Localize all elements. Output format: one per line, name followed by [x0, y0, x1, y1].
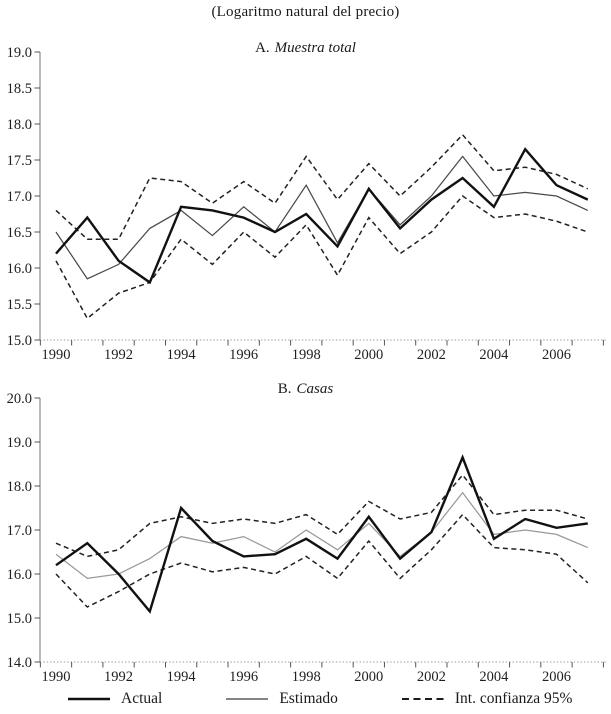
x-tick-label: 1994 [167, 347, 197, 363]
x-tick-label: 2004 [479, 669, 509, 685]
y-tick-label: 15.5 [7, 297, 32, 313]
x-tick-label: 1998 [292, 347, 321, 363]
y-tick-label: 18.0 [7, 479, 32, 495]
x-tick-label: 2000 [354, 669, 383, 685]
y-tick-label: 18.5 [7, 81, 32, 97]
panel-a-plot: 19.0 18.5 18.0 17.5 17.0 16.5 16.0 15.5 15.0 1990… [7, 45, 606, 363]
y-tick-label: 17.0 [7, 523, 32, 539]
x-tick-label: 1996 [229, 669, 258, 685]
x-tick-label: 2006 [542, 347, 571, 363]
panel-b-title-text: Casas [296, 381, 334, 397]
figure-title: (Logaritmo natural del precio) [211, 4, 400, 20]
y-tick-label: 16.0 [7, 567, 32, 583]
legend: Actual Estimado Int. confianza 95% [0, 690, 611, 708]
legend-item-actual: Actual [66, 690, 162, 708]
y-tick-label: 16.5 [7, 225, 32, 241]
legend-item-estimado: Estimado [224, 690, 338, 708]
x-tick-label: 2002 [417, 669, 446, 685]
y-tick-label: 19.0 [7, 45, 32, 61]
x-tick-label: 1998 [292, 669, 321, 685]
series-int-confianza-95-inferior [55, 513, 589, 608]
x-tick-label: 1992 [104, 347, 133, 363]
y-tick-label: 18.0 [7, 117, 32, 133]
y-tick-label: 16.0 [7, 261, 32, 277]
legend-label-confianza: Int. confianza 95% [454, 690, 573, 707]
legend-label-actual: Actual [121, 690, 163, 707]
x-tick-label: 2006 [542, 669, 571, 685]
x-tick-label: 2004 [479, 347, 509, 363]
legend-sample-thin [226, 698, 269, 700]
series-int-confianza-95-inferior [55, 195, 589, 320]
x-tick-label: 2002 [417, 347, 446, 363]
y-tick-label: 17.0 [7, 189, 32, 205]
legend-item-confianza: Int. confianza 95% [400, 690, 573, 708]
series-estimado [55, 491, 589, 580]
legend-sample-thick [68, 697, 110, 701]
series-int-confianza-95-superior [55, 133, 589, 240]
y-tick-label: 19.0 [7, 435, 32, 451]
series-estimado [55, 155, 589, 280]
legend-label-estimado: Estimado [279, 690, 338, 707]
x-tick-label: 1996 [229, 347, 258, 363]
x-tick-label: 1990 [42, 669, 71, 685]
x-tick-label: 1990 [42, 347, 71, 363]
series-int-confianza-95-superior [55, 473, 589, 558]
panel-b-title-prefix: B. [277, 381, 292, 397]
legend-sample-dashed [401, 698, 444, 700]
panel-b-plot: 20.0 19.0 18.0 17.0 16.0 15.0 14.0 1990 1992 1994… [7, 391, 606, 685]
panel-a-title-text: Muestra total [274, 40, 356, 56]
x-tick-label: 1994 [167, 669, 197, 685]
panel-b-title: B. Casas [0, 381, 611, 398]
y-tick-label: 15.0 [7, 611, 32, 627]
series-actual [55, 147, 589, 285]
panel-a-title-prefix: A. [255, 40, 270, 56]
panel-a-title: A. Muestra total [0, 40, 611, 57]
y-tick-label: 20.0 [7, 391, 32, 407]
y-tick-label: 17.5 [7, 153, 32, 169]
y-tick-label: 14.0 [7, 655, 32, 671]
y-tick-label: 15.0 [7, 333, 32, 349]
x-tick-label: 1992 [104, 669, 133, 685]
series-actual [55, 454, 588, 614]
x-tick-label: 2000 [354, 347, 383, 363]
